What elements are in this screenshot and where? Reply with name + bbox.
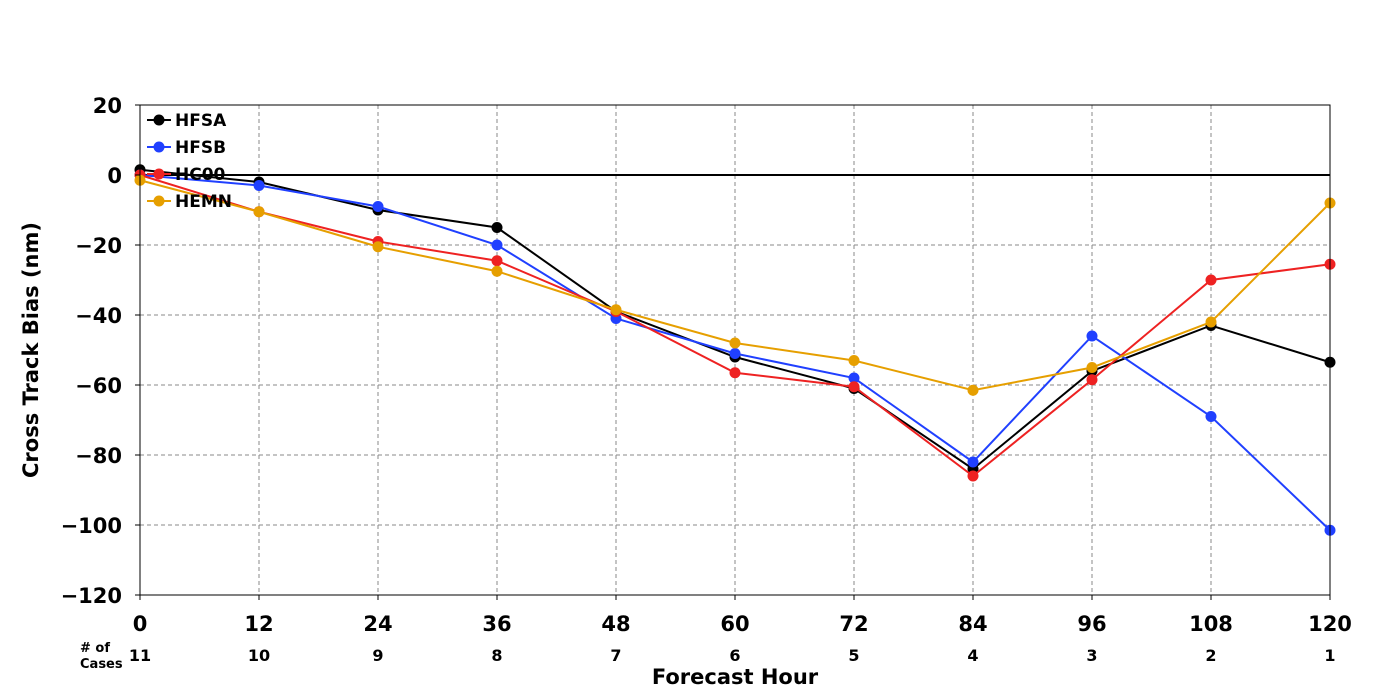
legend-item: HEMN: [147, 192, 232, 212]
y-tick-label: 0: [107, 164, 122, 188]
series-line: [139, 168, 1331, 471]
data-point: [253, 180, 265, 191]
data-point: [491, 239, 503, 251]
y-tick-label: −120: [61, 584, 122, 608]
data-point: [848, 381, 860, 393]
legend-item: HC00: [147, 165, 226, 185]
y-axis-ticks: 20 0 −20 −40 −60 −80 −100 −120: [61, 94, 140, 608]
y-tick-label: −100: [61, 514, 122, 538]
gridlines: [140, 105, 1330, 595]
y-tick-label: −80: [75, 444, 122, 468]
data-point: [967, 384, 979, 396]
data-point: [729, 348, 741, 359]
case-count: 5: [848, 646, 859, 665]
legend-item: HFSA: [147, 111, 227, 131]
x-tick-label: 72: [839, 612, 868, 636]
data-point: [491, 222, 503, 233]
case-count: 4: [967, 646, 978, 665]
case-count: 7: [610, 646, 621, 665]
data-point: [848, 355, 860, 366]
cases-label-line1: # of: [80, 641, 110, 656]
series-layer: [134, 164, 1336, 536]
data-point: [253, 206, 265, 218]
series-hemn: [134, 174, 1336, 396]
data-point: [491, 265, 503, 277]
x-axis-ticks: 0 12 24 36 48 60 72 84 96 108 120: [133, 595, 1352, 636]
legend-swatch-marker: [153, 168, 165, 180]
data-point: [491, 255, 503, 267]
legend: HFSA HFSB HC00 HEMN: [147, 111, 232, 212]
data-point: [848, 372, 860, 384]
x-tick-label: 84: [958, 612, 987, 636]
data-point: [372, 201, 384, 212]
cases-label-line2: Cases: [80, 657, 123, 672]
x-tick-label: 48: [601, 612, 630, 636]
data-point: [1086, 362, 1098, 373]
y-tick-label: −40: [75, 304, 122, 328]
legend-label: HEMN: [175, 192, 232, 212]
legend-label: HFSB: [175, 138, 226, 158]
legend-label: HFSA: [175, 111, 227, 131]
case-counts: 11 10 9 8 7 6 5 4 3 2 1: [129, 646, 1336, 665]
case-count: 1: [1324, 646, 1335, 665]
y-tick-label: −60: [75, 374, 122, 398]
x-tick-label: 108: [1189, 612, 1233, 636]
data-point: [967, 470, 979, 482]
data-point: [729, 367, 741, 379]
case-count: 11: [129, 646, 151, 665]
series-hc00: [134, 169, 1336, 482]
y-axis-title: Cross Track Bias (nm): [19, 222, 43, 478]
y-tick-label: −20: [75, 234, 122, 258]
data-point: [1205, 316, 1217, 328]
x-tick-label: 36: [482, 612, 511, 636]
data-point: [967, 456, 979, 468]
x-axis-title: Forecast Hour: [652, 665, 819, 689]
data-point: [610, 304, 622, 316]
x-tick-label: 0: [133, 612, 148, 636]
x-tick-label: 60: [720, 612, 749, 636]
legend-swatch-marker: [153, 114, 165, 126]
case-count: 3: [1086, 646, 1097, 665]
data-point: [1205, 411, 1217, 422]
case-count: 10: [248, 646, 270, 665]
legend-swatch-marker: [153, 195, 165, 207]
legend-swatch-marker: [153, 141, 165, 153]
data-point: [1086, 374, 1098, 386]
x-tick-label: 24: [363, 612, 392, 636]
legend-label: HC00: [175, 165, 226, 185]
x-tick-label: 96: [1077, 612, 1106, 636]
data-point: [372, 241, 384, 253]
case-count: 8: [491, 646, 502, 665]
data-point: [1205, 274, 1217, 286]
case-count: 6: [729, 646, 740, 665]
y-tick-label: 20: [93, 94, 122, 118]
x-tick-label: 120: [1308, 612, 1352, 636]
data-point: [1086, 330, 1098, 342]
case-count: 2: [1205, 646, 1216, 665]
case-count: 9: [372, 646, 383, 665]
data-point: [729, 337, 741, 349]
x-tick-label: 12: [244, 612, 273, 636]
legend-item: HFSB: [147, 138, 226, 158]
